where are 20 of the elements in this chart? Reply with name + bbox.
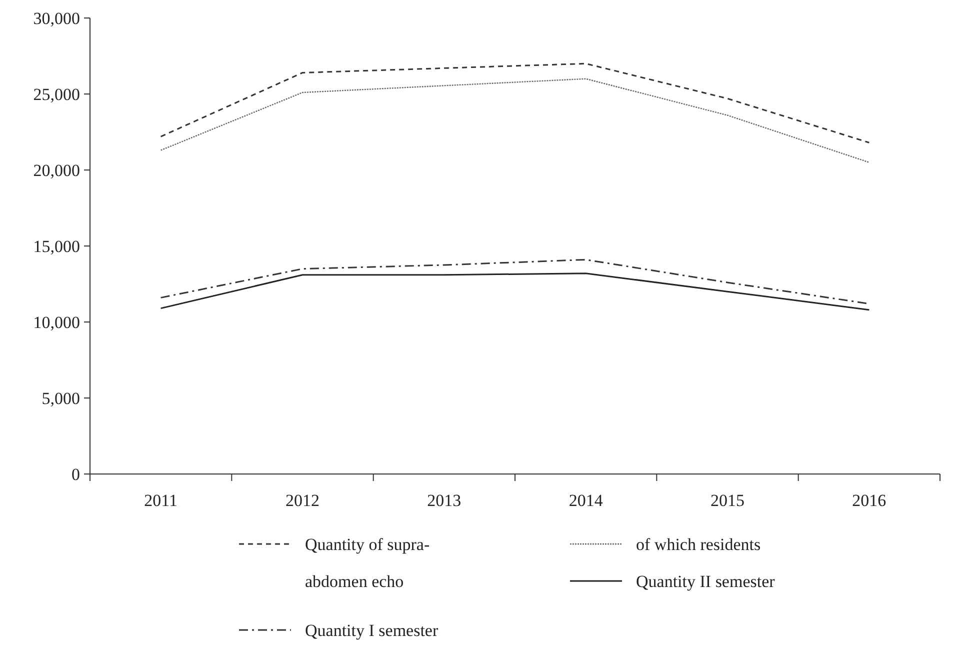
x-tick-label: 2014 <box>568 491 604 510</box>
x-tick-label: 2016 <box>852 491 886 510</box>
x-tick-label: 2013 <box>427 491 462 510</box>
y-tick-label: 30,000 <box>33 8 80 28</box>
line-series <box>160 272 870 311</box>
legend-label: Quantity of supra-abdomen echo <box>305 534 430 591</box>
y-tick-label: 0 <box>72 464 80 484</box>
x-tick-label: 2011 <box>144 491 178 510</box>
line-series <box>160 78 870 163</box>
y-tick-label: 20,000 <box>33 160 80 180</box>
y-tick-label: 5,000 <box>42 388 80 408</box>
x-tick-label: 2012 <box>286 491 320 510</box>
line-series <box>160 62 870 144</box>
legend-label: Quantity I semester <box>305 620 438 640</box>
legend-label: Quantity II semester <box>636 572 776 591</box>
y-tick-label: 25,000 <box>33 84 80 104</box>
legend-label: of which residents <box>636 534 761 554</box>
y-tick-label: 15,000 <box>33 236 80 256</box>
x-tick-label: 2015 <box>710 491 744 510</box>
y-tick-label: 10,000 <box>33 312 80 332</box>
